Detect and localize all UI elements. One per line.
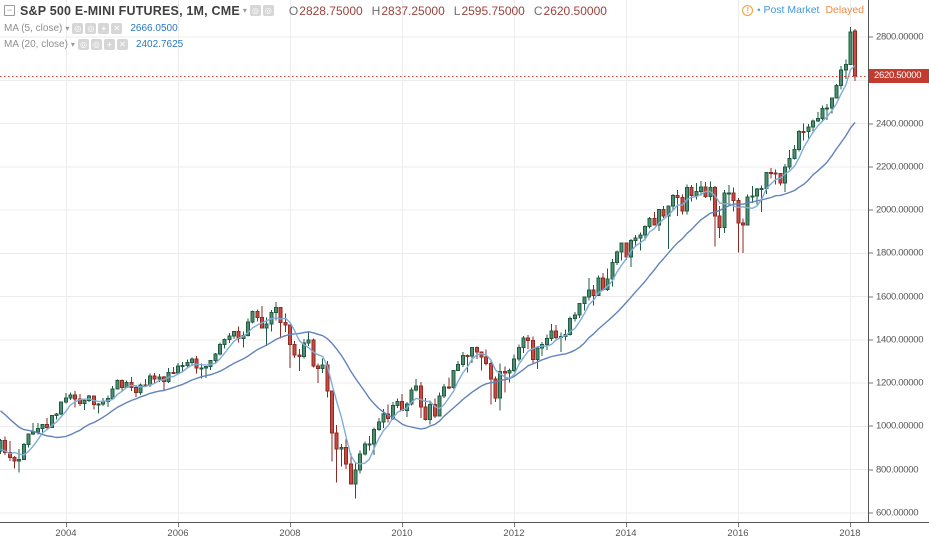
close-label: C: [533, 3, 543, 18]
close-value: 2620.50000: [543, 3, 607, 18]
post-market-label[interactable]: Post Market: [763, 4, 820, 16]
eye-icon[interactable]: ◎: [77, 39, 89, 50]
low-value: 2595.75000: [461, 3, 525, 18]
symbol-legend-row: − S&P 500 E-MINI FUTURES, 1M, CME ▾ ◎ ◎ …: [4, 3, 607, 18]
x-tick-label: 2014: [615, 528, 637, 539]
ma20-label[interactable]: MA (20, close): [4, 39, 68, 50]
gear-icon[interactable]: ◎: [85, 23, 97, 34]
y-tick-label: 800.00000: [869, 464, 919, 475]
y-tick-label: 1000.00000: [869, 421, 924, 432]
x-tick-mark: [738, 523, 739, 527]
open-value: 2828.75000: [299, 3, 363, 18]
x-tick-mark: [850, 523, 851, 527]
gear-icon[interactable]: ◎: [90, 39, 102, 50]
x-tick-mark: [514, 523, 515, 527]
plus-icon[interactable]: +: [98, 23, 110, 34]
x-tick-mark: [66, 523, 67, 527]
low-label: L: [453, 3, 461, 18]
time-axis[interactable]: 2004 2006 2008 2010 2012 2014 2016 2018: [0, 522, 929, 542]
y-tick-label: 1200.00000: [869, 378, 924, 389]
ohlc-readout: O 2828.75000 H 2837.25000 L 2595.75000 C…: [280, 4, 607, 18]
close-icon[interactable]: ✕: [116, 39, 128, 50]
x-tick-mark: [290, 523, 291, 527]
open-label: O: [288, 3, 299, 18]
ma5-label[interactable]: MA (5, close): [4, 23, 63, 34]
market-status: ! • Post Market Delayed: [742, 4, 864, 16]
y-tick-label: 1800.00000: [869, 248, 924, 259]
gear-icon[interactable]: ◎: [262, 5, 274, 16]
indicator-row-ma5: MA (5, close) ▾ ◎ ◎ + ✕ 2666.0500: [4, 22, 178, 35]
chart-plot-area[interactable]: − S&P 500 E-MINI FUTURES, 1M, CME ▾ ◎ ◎ …: [0, 0, 868, 522]
x-tick-label: 2018: [839, 528, 861, 539]
plus-icon[interactable]: +: [103, 39, 115, 50]
y-tick-label: 600.00000: [869, 508, 919, 519]
ma5-value: 2666.0500: [130, 23, 178, 34]
delayed-warning-icon[interactable]: !: [742, 4, 754, 16]
delayed-label[interactable]: Delayed: [825, 4, 864, 16]
last-price-badge: 2620.50000: [869, 68, 929, 83]
price-axis[interactable]: 2800.000002600.000002400.000002200.00000…: [868, 0, 929, 522]
collapse-legend-icon[interactable]: −: [4, 5, 15, 16]
price-chart-canvas[interactable]: [0, 0, 868, 522]
x-tick-mark: [626, 523, 627, 527]
x-tick-label: 2006: [167, 528, 189, 539]
chevron-down-icon[interactable]: ▾: [65, 24, 70, 33]
indicator-row-ma20: MA (20, close) ▾ ◎ ◎ + ✕ 2402.7625: [4, 38, 183, 51]
y-tick-label: 2200.00000: [869, 161, 924, 172]
x-tick-label: 2008: [279, 528, 301, 539]
y-tick-label: 2400.00000: [869, 118, 924, 129]
y-tick-label: 1400.00000: [869, 334, 924, 345]
close-icon[interactable]: ✕: [111, 23, 123, 34]
x-tick-mark: [178, 523, 179, 527]
high-label: H: [371, 3, 381, 18]
x-tick-label: 2004: [55, 528, 77, 539]
eye-icon[interactable]: ◎: [249, 5, 261, 16]
eye-icon[interactable]: ◎: [72, 23, 84, 34]
y-tick-label: 1600.00000: [869, 291, 924, 302]
y-tick-label: 2000.00000: [869, 205, 924, 216]
chevron-down-icon[interactable]: ▾: [70, 40, 75, 49]
ma20-value: 2402.7625: [135, 39, 184, 50]
chevron-down-icon[interactable]: ▾: [242, 6, 247, 15]
y-tick-label: 2800.00000: [869, 32, 924, 43]
high-value: 2837.25000: [381, 3, 445, 18]
x-tick-label: 2012: [503, 528, 525, 539]
session-dot-icon: •: [757, 5, 761, 15]
x-tick-label: 2010: [391, 528, 413, 539]
symbol-title[interactable]: S&P 500 E-MINI FUTURES, 1M, CME: [20, 3, 240, 18]
x-tick-label: 2016: [727, 528, 749, 539]
x-tick-mark: [402, 523, 403, 527]
